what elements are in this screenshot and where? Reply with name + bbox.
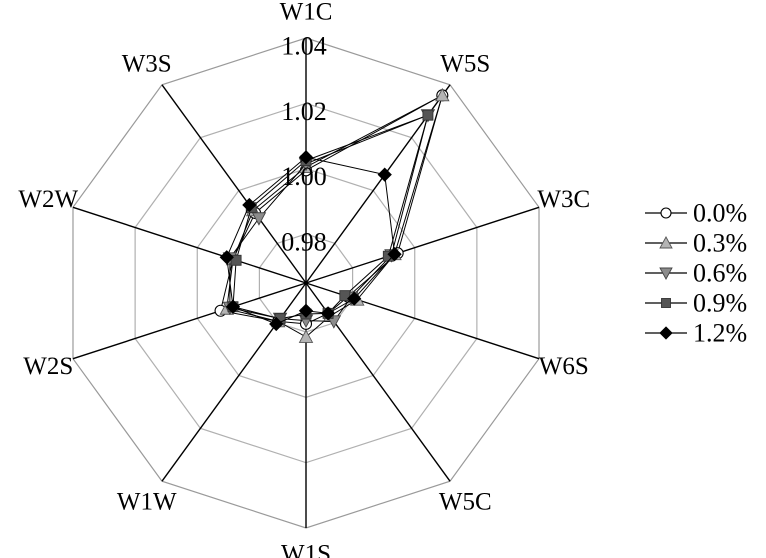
axis-label: W2W — [18, 186, 78, 213]
data-point — [298, 303, 314, 318]
data-point — [377, 167, 392, 182]
legend-label: 0.6% — [693, 259, 747, 288]
data-point — [435, 87, 450, 102]
data-point — [242, 197, 257, 213]
axis-label: W3C — [537, 186, 590, 213]
axis-label: W1C — [280, 0, 333, 26]
axis-label: W6S — [539, 353, 589, 380]
axis-spoke — [72, 282, 307, 360]
data-point — [659, 326, 673, 340]
tick-label: 1.04 — [281, 32, 327, 61]
legend-label: 0.9% — [693, 289, 747, 318]
data-point — [251, 212, 267, 226]
tick-label: 1.00 — [281, 162, 327, 191]
data-point — [225, 299, 241, 314]
data-point — [387, 247, 402, 262]
label-layer: W1C W5S W3C W6S W5C W1S W1W W2S W2W W3S 0.98 1.00 1.… — [18, 0, 590, 558]
legend-label: 0.3% — [693, 229, 747, 258]
axis-label: W1S — [281, 541, 331, 558]
axis-spoke — [72, 206, 307, 284]
data-point — [320, 306, 336, 321]
data-point — [422, 109, 434, 121]
tick-label: 1.02 — [281, 97, 327, 126]
tick-label: 0.98 — [281, 228, 327, 257]
data-point — [339, 290, 351, 302]
data-point — [660, 207, 672, 219]
series-layer — [214, 87, 450, 343]
legend-label: 1.2% — [693, 319, 747, 348]
data-point — [269, 316, 284, 332]
legend: 0.0%0.3%0.6%0.9%1.2% — [645, 199, 747, 348]
data-point — [230, 254, 242, 266]
axis-label: W3S — [122, 50, 172, 77]
legend-label: 0.0% — [693, 199, 747, 228]
axis-label: W5C — [439, 489, 492, 516]
data-point — [347, 291, 362, 306]
data-point — [659, 236, 673, 249]
axis-spoke — [161, 84, 307, 284]
data-point — [298, 150, 314, 165]
axis-label: W5S — [440, 50, 490, 77]
data-point — [219, 250, 234, 265]
data-point — [661, 298, 671, 308]
data-point — [659, 267, 673, 280]
data-point — [298, 329, 314, 343]
axis-label: W1W — [117, 489, 177, 516]
axis-spoke — [305, 206, 540, 284]
axis-label: W2S — [23, 353, 73, 380]
